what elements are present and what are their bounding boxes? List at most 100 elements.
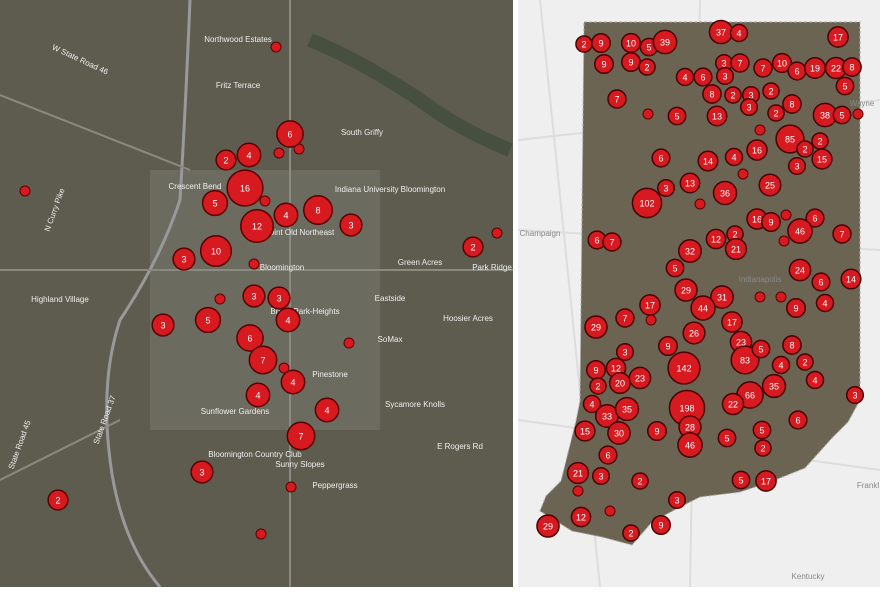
cluster-count: 23 [736, 337, 746, 347]
cluster-count: 16 [752, 145, 762, 155]
cluster [215, 149, 237, 171]
cluster-count: 23 [635, 373, 645, 383]
cluster-count: 6 [812, 213, 817, 223]
place-label: South Griffy [341, 128, 383, 137]
cluster-count: 20 [615, 378, 625, 388]
cluster [754, 439, 772, 457]
cluster [584, 315, 608, 339]
cluster [746, 139, 768, 161]
cluster [788, 258, 812, 282]
cluster [786, 298, 806, 318]
cluster-count: 3 [199, 467, 204, 477]
place-label: Park Ridge [472, 263, 512, 272]
cluster [755, 470, 777, 492]
place-label: Eastside [375, 294, 406, 303]
cluster-count: 5 [758, 344, 763, 354]
cluster [275, 307, 301, 333]
cluster [845, 385, 865, 405]
cluster [724, 147, 744, 167]
cluster [693, 67, 713, 87]
cluster [787, 156, 807, 176]
cluster [172, 247, 196, 271]
cluster [615, 308, 635, 328]
cluster-count: 3 [663, 183, 668, 193]
cluster [566, 461, 590, 485]
cluster-count: 9 [654, 426, 659, 436]
cluster [731, 470, 751, 490]
cluster [607, 421, 631, 445]
cluster-count: 7 [622, 313, 627, 323]
cluster [591, 466, 611, 486]
cluster [682, 321, 706, 345]
cluster-dot [694, 198, 706, 210]
cluster-count: 17 [645, 300, 655, 310]
cluster-count: 15 [817, 154, 827, 164]
cluster [273, 202, 299, 228]
cluster-count: 7 [298, 431, 303, 441]
cluster-count: 16 [240, 183, 250, 193]
cluster-count: 19 [810, 63, 820, 73]
cluster [667, 351, 701, 385]
cluster [782, 94, 802, 114]
cluster-count: 16 [752, 214, 762, 224]
cluster-count: 198 [679, 403, 694, 413]
cluster-count: 3 [852, 390, 857, 400]
cluster-count: 38 [820, 110, 830, 120]
cluster-count: 46 [795, 226, 805, 236]
cluster-count: 4 [290, 377, 295, 387]
cluster-dot [259, 195, 271, 207]
cluster [639, 294, 661, 316]
cluster-count: 9 [593, 365, 598, 375]
cluster [679, 172, 701, 194]
cluster [236, 142, 262, 168]
cluster-count: 29 [591, 322, 601, 332]
cluster-count: 6 [247, 333, 252, 343]
cluster-count: 5 [672, 263, 677, 273]
cluster-count: 5 [839, 110, 844, 120]
cluster-count: 2 [223, 155, 228, 165]
cluster-dot [285, 481, 297, 493]
cluster-count: 5 [674, 111, 679, 121]
cluster [652, 29, 678, 55]
cluster-count: 37 [716, 27, 726, 37]
cluster [724, 86, 742, 104]
cluster [47, 489, 69, 511]
cluster-count: 4 [682, 72, 687, 82]
place-label: Green Acres [398, 258, 442, 267]
cluster-count: 4 [736, 28, 741, 38]
cluster-count: 4 [255, 390, 260, 400]
cluster-count: 2 [637, 476, 642, 486]
cluster [201, 189, 229, 217]
cluster-dot [645, 314, 657, 326]
cluster [651, 515, 671, 535]
cluster-count: 83 [740, 355, 750, 365]
cluster-dot [278, 362, 290, 374]
cluster [788, 410, 808, 430]
cluster-count: 4 [731, 152, 736, 162]
cluster [536, 514, 560, 538]
place-label: Northwood Estates [204, 35, 272, 44]
cluster [240, 209, 274, 243]
cluster-count: 21 [573, 468, 583, 478]
cluster-count: 66 [745, 390, 755, 400]
cluster [667, 490, 687, 510]
cluster-count: 2 [55, 495, 60, 505]
place-label: Bryan Park-Heights [270, 307, 339, 316]
cluster-dot [754, 291, 766, 303]
cluster-dot [572, 485, 584, 497]
cluster-count: 9 [793, 303, 798, 313]
cluster-count: 8 [315, 205, 320, 215]
cluster [842, 57, 862, 77]
cluster [574, 420, 596, 442]
cluster-count: 46 [685, 440, 695, 450]
cluster [805, 208, 825, 228]
cluster [690, 295, 716, 321]
cluster-count: 2 [802, 144, 807, 154]
place-label: Peppergrass [312, 481, 357, 490]
cluster-count: 6 [658, 153, 663, 163]
cluster-dot [248, 258, 260, 270]
place-label: Bloomington [260, 263, 304, 272]
cluster [697, 150, 719, 172]
cluster-dot [343, 337, 355, 349]
cluster-count: 10 [777, 58, 787, 68]
